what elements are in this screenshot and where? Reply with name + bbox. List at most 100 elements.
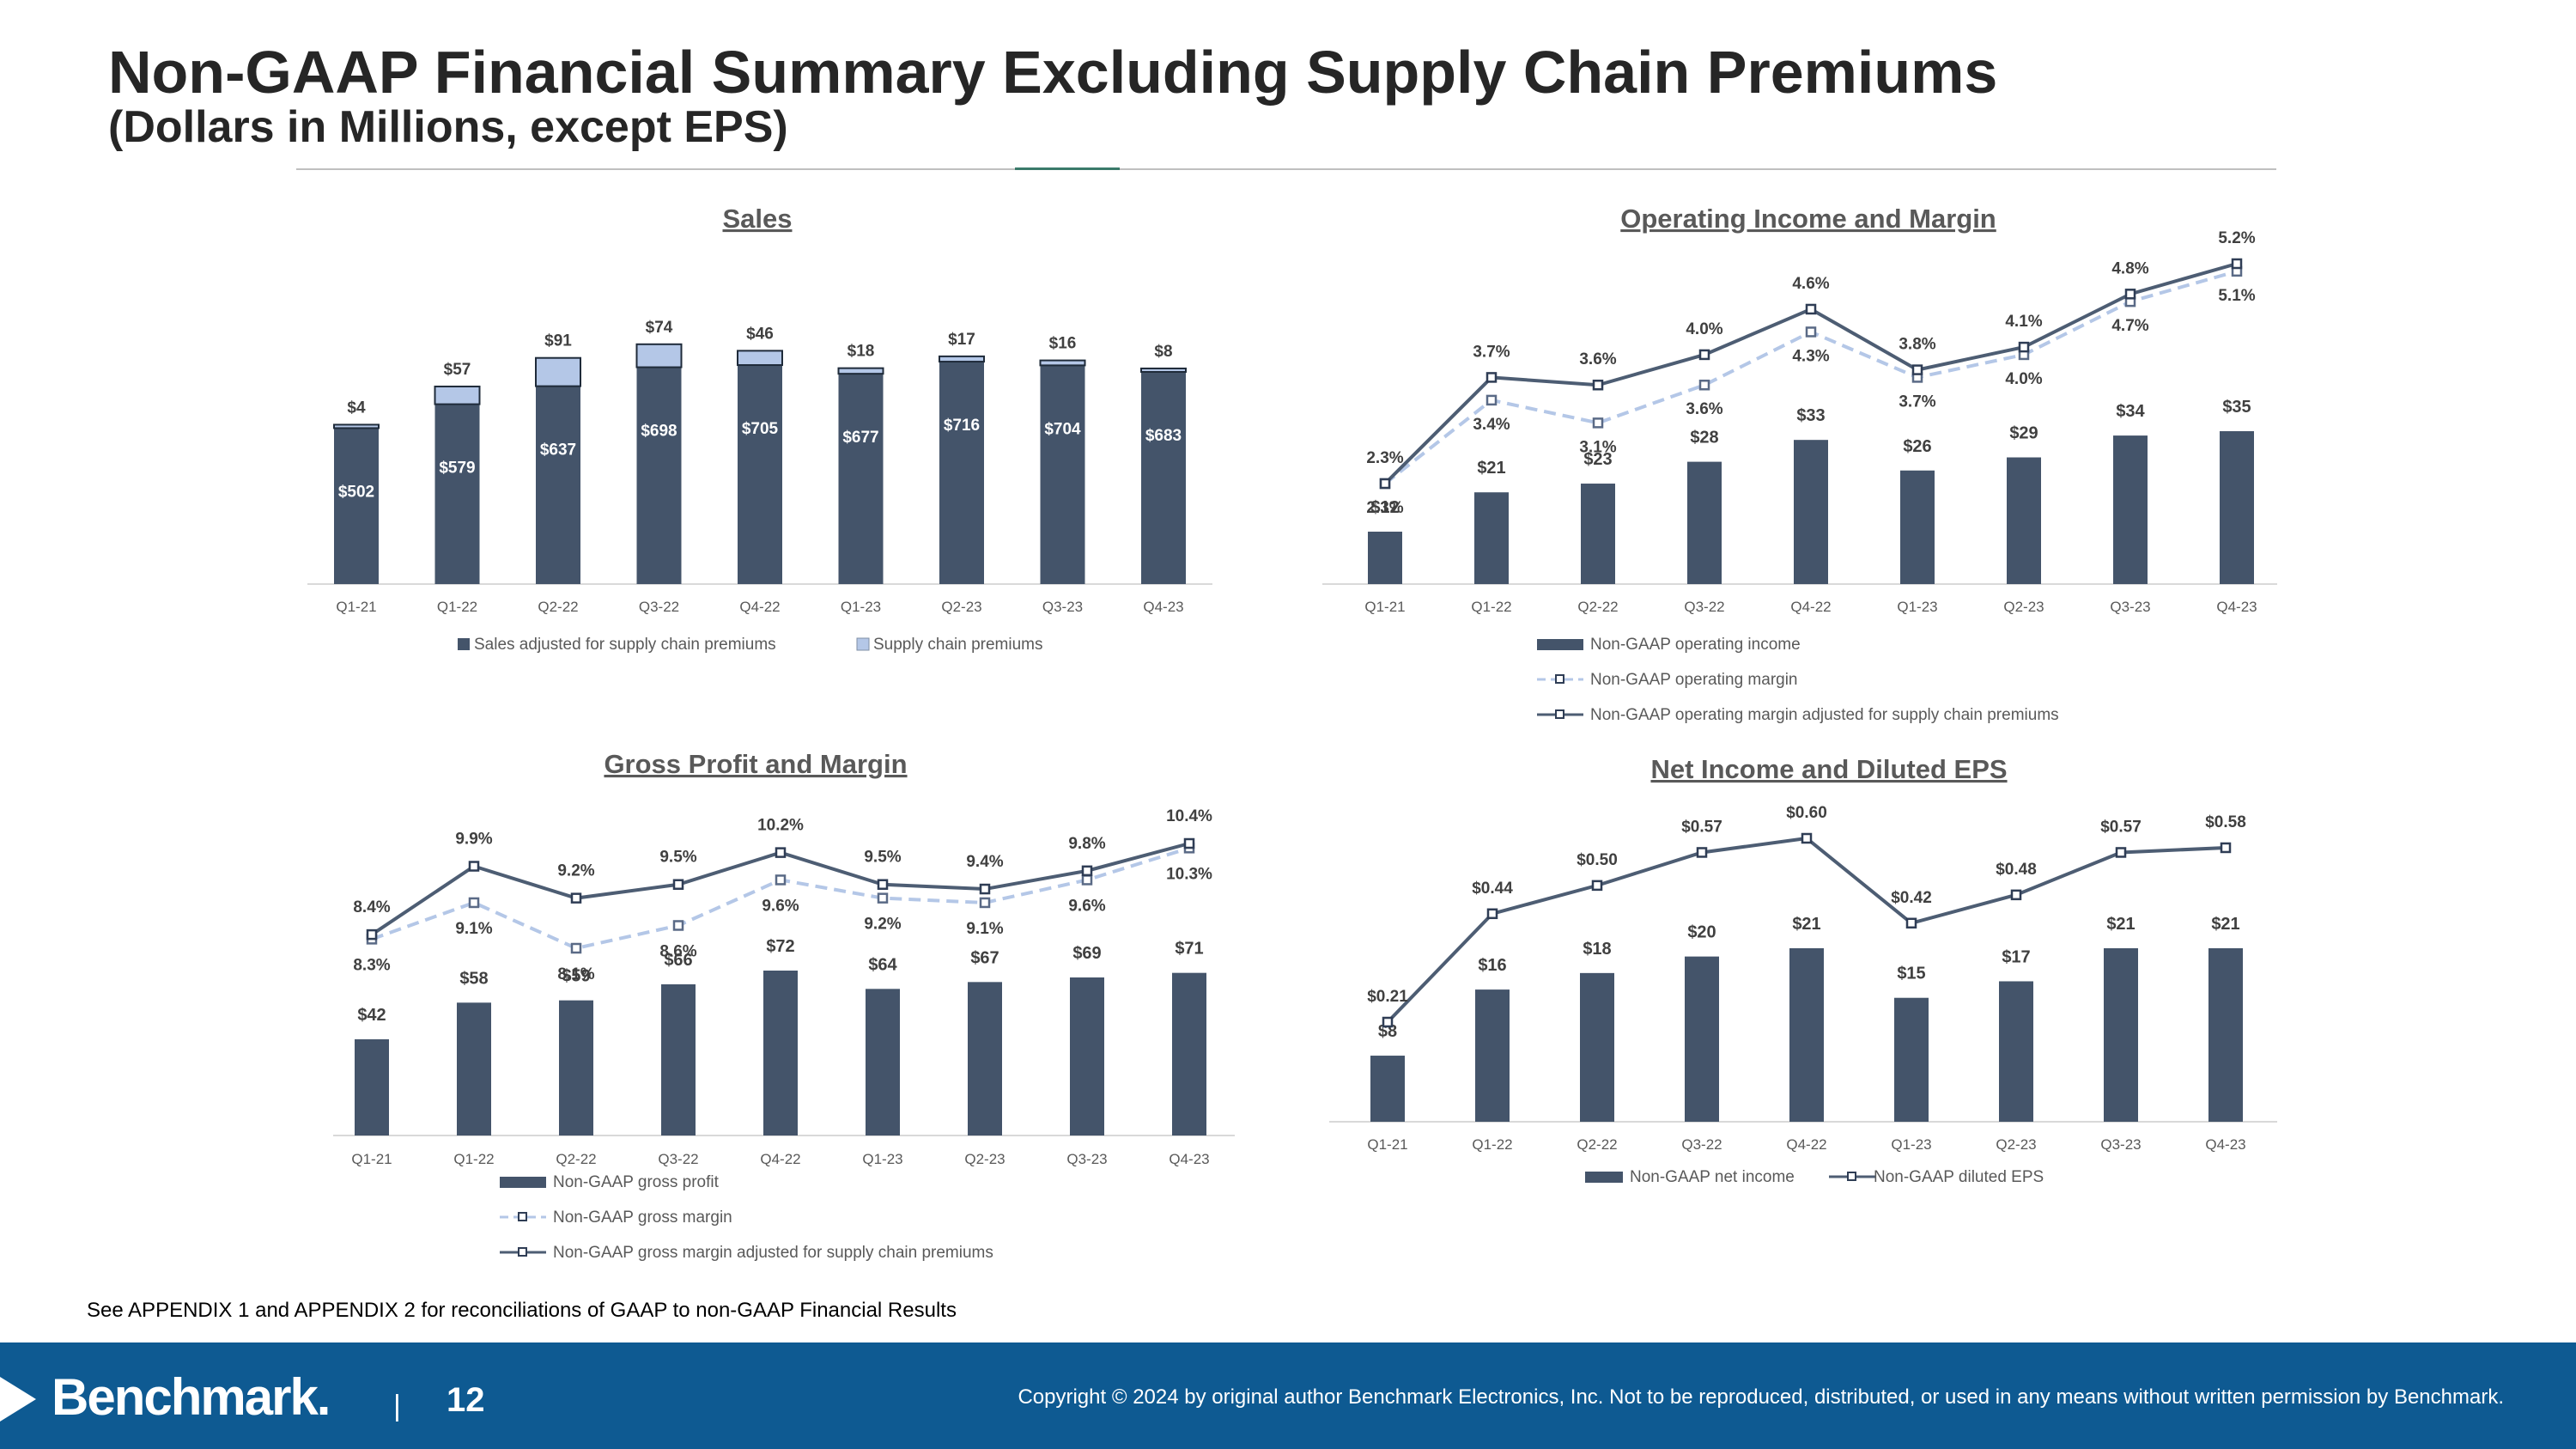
gross-bar <box>1172 972 1206 1135</box>
supply-chain-premium-bar <box>434 385 481 405</box>
gross-line-label: 9.1% <box>455 920 492 938</box>
benchmark-logo: Benchmark. <box>52 1368 331 1426</box>
operating-bar-label: $21 <box>1477 459 1505 478</box>
operating-line-marker <box>1805 326 1817 338</box>
gross-line-label: 9.9% <box>455 831 492 849</box>
net-line-marker <box>1382 1016 1394 1028</box>
net-chart: Net Income and Diluted EPS Q1-21 Q1-22 Q2-2… <box>1329 754 2277 1186</box>
supply-chain-premium-label: $17 <box>948 331 975 349</box>
sales-adjusted-label: $637 <box>540 441 576 460</box>
net-line-label: $0.57 <box>1681 818 1722 836</box>
gross-bar-label: $59 <box>562 967 590 986</box>
net-line-label: $0.50 <box>1577 851 1618 869</box>
supply-chain-premium-bar <box>939 355 985 363</box>
gross-chart: Gross Profit and Margin Q1-21 Q1-22 Q2-22 Q3… <box>333 749 1235 1262</box>
operating-bar <box>1474 492 1509 584</box>
gross-legend-marker <box>518 1247 527 1257</box>
net-line-label: $0.57 <box>2100 818 2142 836</box>
net-legend-swatch <box>1585 1172 1623 1183</box>
chart-title: Net Income and Diluted EPS <box>1650 754 2007 784</box>
gross-legend-swatch <box>500 1177 546 1188</box>
gross-line-marker <box>979 883 991 895</box>
net-line-marker <box>2010 889 2022 901</box>
operating-line-marker <box>1485 372 1498 383</box>
sales-adjusted-bar <box>1141 371 1186 584</box>
x-tick-label: Q1-21 <box>351 1151 392 1167</box>
net-line-label: $0.48 <box>1996 861 2037 879</box>
operating-line-marker <box>1592 379 1604 391</box>
gross-bar <box>559 1000 593 1135</box>
gross-line-label: 8.1% <box>557 965 594 983</box>
x-tick-label: Q1-23 <box>841 599 881 615</box>
legend-swatch-adjusted <box>458 638 470 650</box>
operating-line-marker <box>1592 417 1604 429</box>
net-line-label: $0.21 <box>1367 988 1408 1006</box>
operating-bar <box>2113 435 2148 584</box>
supply-chain-premium-bar <box>737 350 783 367</box>
footer-bar <box>0 1342 2576 1449</box>
x-tick-label: Q3-22 <box>658 1151 698 1167</box>
x-tick-label: Q2-22 <box>556 1151 596 1167</box>
gross-bar-label: $42 <box>357 1006 386 1025</box>
sales-chart: Sales Q1-21 Q1-22 Q2-22 Q3-22 Q4-22 Q1-23 Q2-23… <box>307 204 1212 654</box>
sales-adjusted-bar <box>1040 365 1085 584</box>
net-line-marker <box>2115 847 2127 858</box>
x-tick-label: Q2-23 <box>2003 599 2044 615</box>
supply-chain-premium-label: $91 <box>544 332 572 350</box>
net-bar <box>1685 956 1719 1122</box>
sales-adjusted-label: $705 <box>742 420 779 438</box>
operating-bar-label: $28 <box>1690 429 1718 447</box>
net-legend-label: Non-GAAP diluted EPS <box>1874 1168 2044 1186</box>
net-bar-label: $21 <box>2106 915 2135 934</box>
gross-legend-label: Non-GAAP gross margin <box>553 1209 732 1227</box>
net-legend-marker <box>1847 1172 1856 1181</box>
x-tick-label: Q3-23 <box>2110 599 2150 615</box>
gross-line-marker <box>1081 865 1093 877</box>
net-legend-label: Non-GAAP net income <box>1630 1168 1795 1186</box>
gross-bar <box>763 971 798 1135</box>
x-tick-label: Q1-22 <box>1472 1136 1512 1153</box>
gross-bar-label: $72 <box>766 937 794 956</box>
sales-adjusted-bar <box>536 386 580 584</box>
operating-line-label: 3.1% <box>1579 438 1616 456</box>
sales-adjusted-label: $704 <box>1044 420 1081 438</box>
gross-bar-label: $66 <box>664 951 692 970</box>
gross-legend-label: Non-GAAP gross margin adjusted for suppl… <box>553 1244 993 1262</box>
operating-line-label: 4.8% <box>2111 259 2148 277</box>
sales-adjusted-bar <box>838 374 884 584</box>
x-tick-label: Q2-22 <box>1577 599 1618 615</box>
x-tick-label: Q1-22 <box>453 1151 494 1167</box>
gross-line-label: 8.3% <box>353 956 390 974</box>
operating-bar <box>1581 484 1615 584</box>
supply-chain-premium-label: $8 <box>1154 343 1172 361</box>
gross-line-marker <box>775 847 787 858</box>
gross-line-marker <box>877 892 889 904</box>
operating-line-marker <box>1698 379 1710 391</box>
gross-bar-label: $69 <box>1072 944 1101 963</box>
gross-line-marker <box>775 874 787 886</box>
operating-bar-label: $33 <box>1796 406 1825 425</box>
operating-bar-label: $34 <box>2116 402 2145 421</box>
gross-line-label: 9.4% <box>966 853 1003 871</box>
page-number: 12 <box>447 1381 485 1419</box>
operating-line-label: 2.3% <box>1366 499 1403 517</box>
operating-line-label: 5.2% <box>2218 229 2255 247</box>
gross-line-marker <box>672 879 684 890</box>
net-line-marker <box>1801 832 1813 844</box>
x-tick-label: Q4-22 <box>760 1151 800 1167</box>
gross-bar-label: $67 <box>970 948 999 967</box>
sales-adjusted-bar <box>939 362 984 584</box>
operating-chart: Operating Income and Margin Q1-21 Q1-22 Q2-… <box>1322 204 2277 724</box>
page-title: Non-GAAP Financial Summary Excluding Sup… <box>108 39 1998 106</box>
title-divider-accent <box>1015 167 1120 170</box>
supply-chain-premium-bar <box>837 367 884 375</box>
operating-bar-label: $26 <box>1903 437 1931 456</box>
gross-legend-marker <box>518 1212 527 1221</box>
legend-label-adjusted: Sales adjusted for supply chain premiums <box>474 636 776 654</box>
sales-adjusted-label: $579 <box>439 460 475 478</box>
x-tick-label: Q2-22 <box>1577 1136 1617 1153</box>
supply-chain-premium-label: $46 <box>746 325 774 343</box>
operating-line-marker <box>2231 258 2243 270</box>
gross-bar <box>866 989 900 1135</box>
net-bar <box>1370 1056 1405 1122</box>
